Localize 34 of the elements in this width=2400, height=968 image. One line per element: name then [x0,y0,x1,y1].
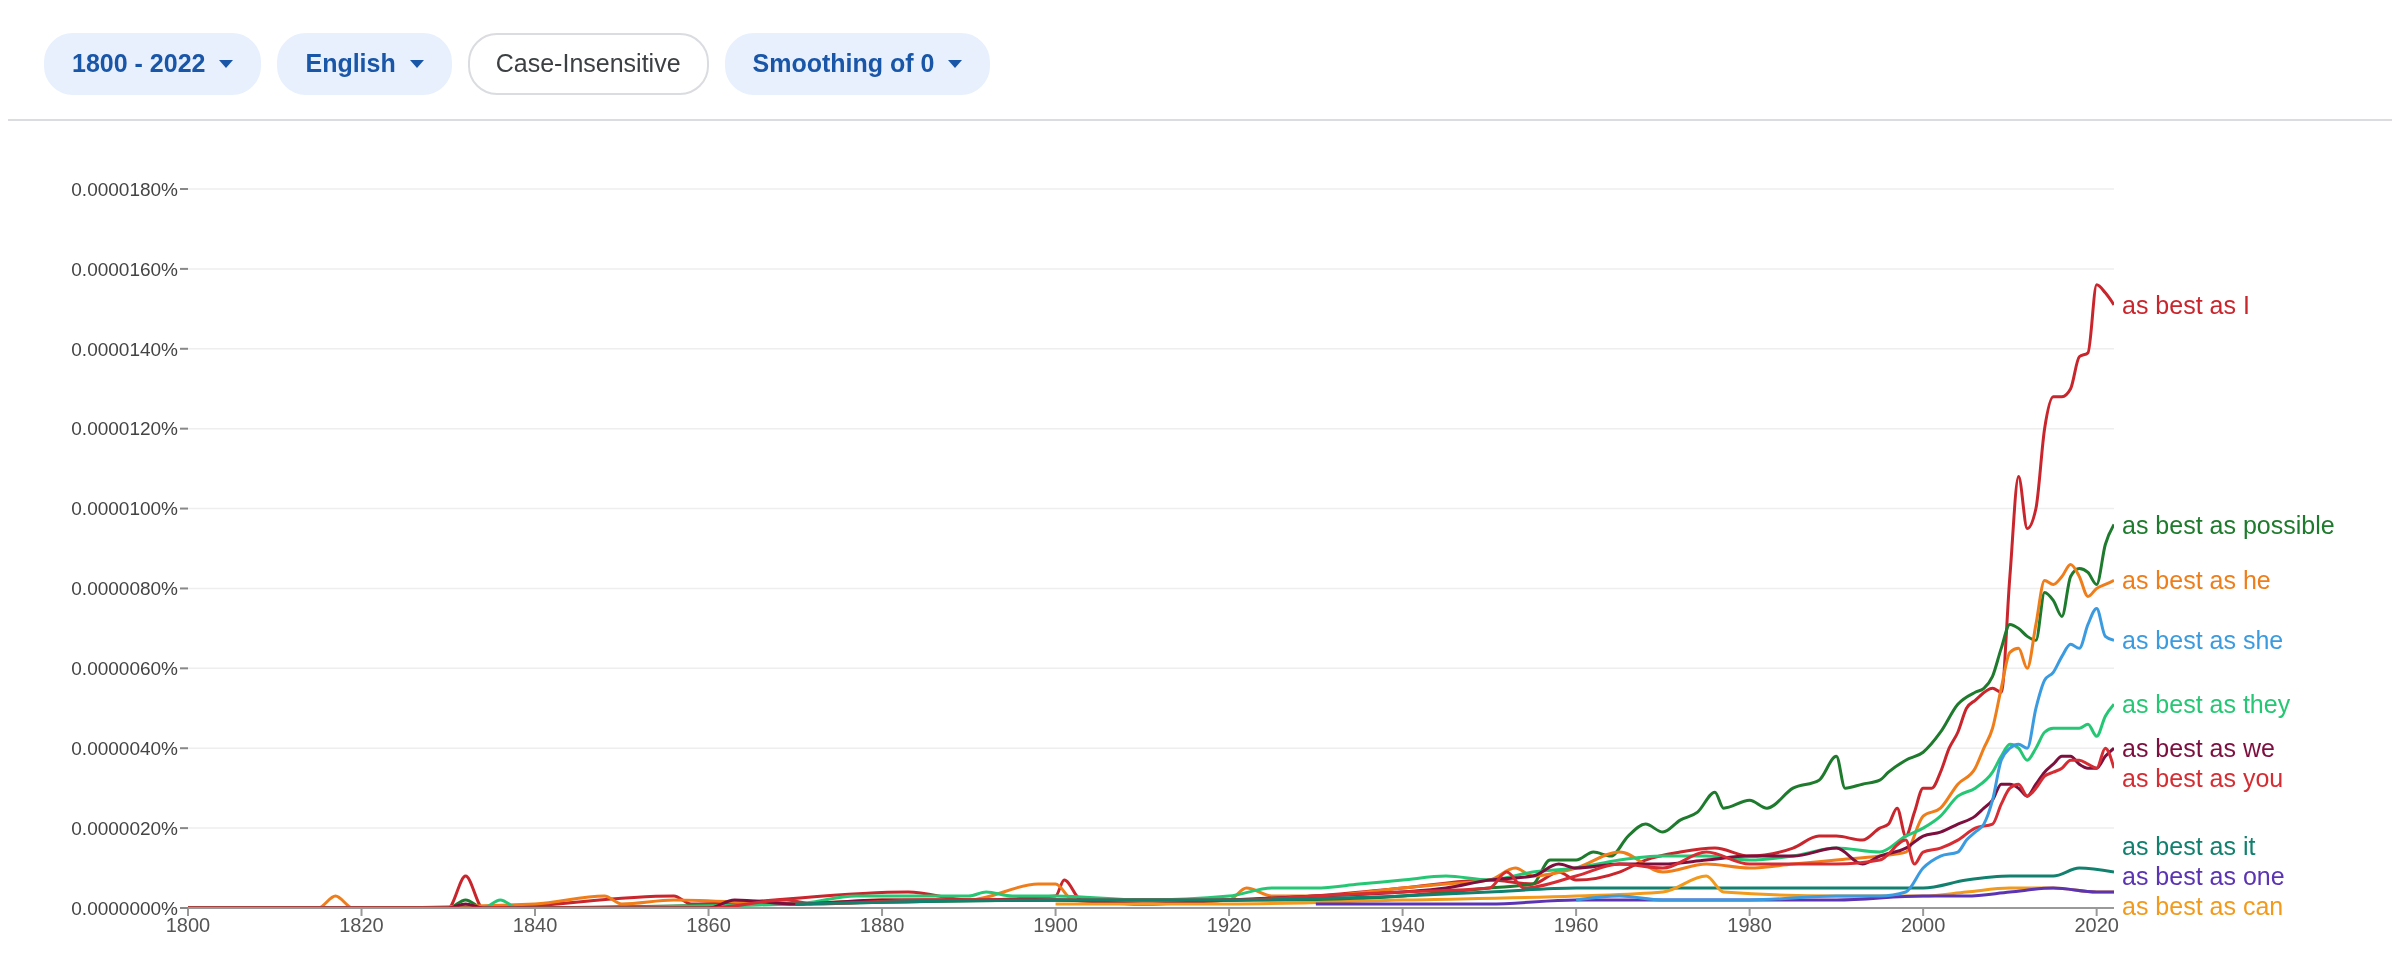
x-tick-label: 1920 [1206,914,1252,937]
series-label: as best as possible [2122,509,2335,540]
y-tick-label: 0.0000140% [71,338,179,360]
x-tick-label: 1980 [1727,914,1772,937]
y-tick-label: 0.0000160% [71,258,179,280]
series-label: as best as we [2122,733,2275,764]
x-tick-label: 1940 [1380,914,1425,937]
x-tick-label: 1960 [1553,914,1599,937]
series-label: as best as he [2122,565,2271,596]
series-label: as best as can [2122,891,2284,921]
toggle-button: Case-Insensitive [467,32,709,95]
y-tick-label: 0.0000080% [71,578,179,600]
y-tick-label: 0.0000040% [71,737,179,759]
x-tick-label: 1860 [686,914,731,937]
x-tick-label: 1880 [859,914,905,937]
dropdown-button: 1800 - 2022 [44,32,262,95]
y-tick-label: 0.0000060% [71,658,179,680]
x-tick-label: 1840 [512,914,558,937]
x-tick-label: 2020 [2074,914,2119,937]
y-tick-label: 0.0000020% [71,817,179,839]
y-tick-label: 0.0000100% [71,498,179,520]
dropdown-button: English [277,32,452,95]
x-tick-label: 1820 [339,914,384,937]
series-label: as best as I [2122,289,2250,320]
series-label: as best as it [2122,831,2256,861]
series-label: as best as she [2122,625,2284,656]
y-tick-label: 0.0000120% [71,418,179,440]
x-tick-label: 2000 [1900,914,1946,937]
series-label: as best as one [2122,861,2285,891]
y-tick-label: 0.0000180% [71,178,179,200]
dropdown-button: Smoothing of 0 [724,32,991,95]
x-tick-label: 1900 [1033,914,1078,937]
series-label: as best as you [2122,763,2284,794]
series-label: as best as they [2122,689,2291,720]
